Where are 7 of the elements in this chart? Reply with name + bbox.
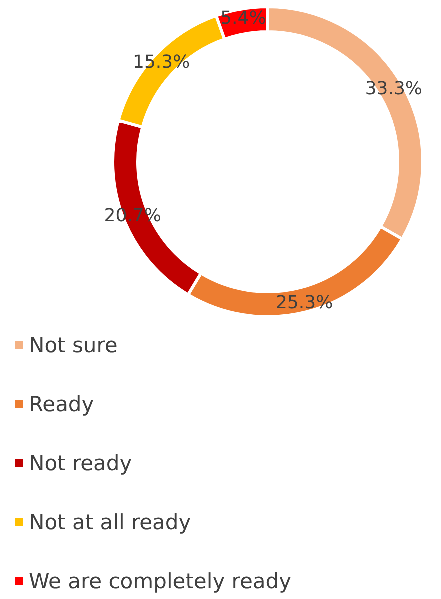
legend-label: Ready — [29, 392, 94, 416]
data-label: 5.4% — [220, 8, 266, 30]
data-label: 25.3% — [276, 292, 334, 314]
legend-label: Not sure — [29, 334, 118, 358]
legend-label: We are completely ready — [29, 570, 292, 594]
legend-label: Not at all ready — [29, 510, 192, 534]
legend-label: Not ready — [29, 452, 132, 476]
